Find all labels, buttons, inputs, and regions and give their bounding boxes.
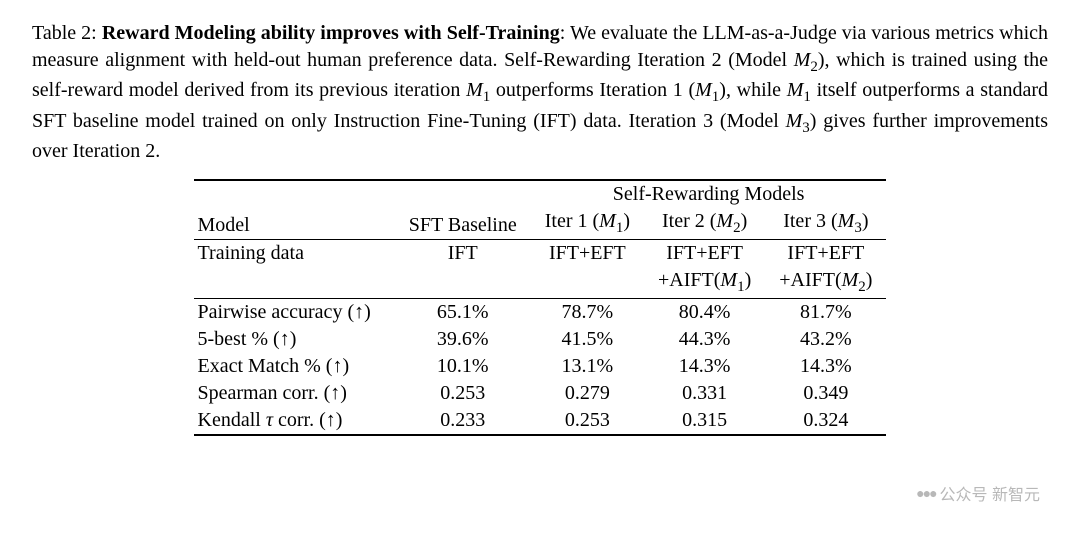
iter2-m: M [716, 210, 733, 232]
training-c3a: IFT+EFT [644, 239, 765, 267]
iter3-m: M [838, 210, 855, 232]
col-model: Model [194, 180, 395, 240]
training-c3b-pre: +AIFT( [658, 269, 720, 291]
row5-c2: 0.253 [531, 407, 644, 435]
row5-label-b: corr. (↑) [273, 409, 342, 431]
row4-c2: 0.279 [531, 380, 644, 407]
watermark-icon: ●●● [916, 485, 935, 501]
row5-tau: τ [266, 409, 273, 431]
training-c3b-s: 1 [737, 279, 745, 295]
row2-label: 5-best % (↑) [194, 326, 395, 353]
iter1-prefix: Iter 1 ( [545, 210, 599, 232]
model-m2: M [794, 49, 811, 71]
training-c4b-s: 2 [858, 279, 866, 295]
iter3-prefix: Iter 3 ( [783, 210, 837, 232]
col-sft: SFT Baseline [395, 180, 531, 240]
col-iter1: Iter 1 (M1) [531, 208, 644, 240]
row4-c3: 0.331 [644, 380, 765, 407]
training-c4b-m: M [842, 269, 859, 291]
row1-c4: 81.7% [765, 298, 886, 326]
row1-label: Pairwise accuracy (↑) [194, 298, 395, 326]
model-m1c-sub: 1 [803, 89, 811, 105]
iter1-suffix: ) [623, 210, 630, 232]
row5-label-a: Kendall [198, 409, 266, 431]
model-m1c: M [787, 79, 804, 101]
row5-c1: 0.233 [395, 407, 531, 435]
row4-c1: 0.253 [395, 380, 531, 407]
row2-c1: 39.6% [395, 326, 531, 353]
training-c4a: IFT+EFT [765, 239, 886, 267]
col-iter2: Iter 2 (M2) [644, 208, 765, 240]
table-caption: Table 2: Reward Modeling ability improve… [32, 20, 1048, 165]
col-group: Self-Rewarding Models [531, 180, 887, 208]
training-c4b-pre: +AIFT( [779, 269, 841, 291]
iter2-suffix: ) [741, 210, 748, 232]
row3-c2: 13.1% [531, 353, 644, 380]
row2-c3: 44.3% [644, 326, 765, 353]
col-iter3: Iter 3 (M3) [765, 208, 886, 240]
row5-label: Kendall τ corr. (↑) [194, 407, 395, 435]
watermark-text: 公众号 新智元 [940, 481, 1040, 505]
training-c3b: +AIFT(M1) [644, 267, 765, 299]
row3-c3: 14.3% [644, 353, 765, 380]
row3-c1: 10.1% [395, 353, 531, 380]
training-c3b-post: ) [745, 269, 752, 291]
training-c1: IFT [395, 239, 531, 298]
training-c4b: +AIFT(M2) [765, 267, 886, 299]
iter3-sub: 3 [854, 220, 862, 236]
row3-label: Exact Match % (↑) [194, 353, 395, 380]
caption-text-3: outperforms Iteration 1 ( [490, 79, 695, 101]
caption-text-4: ), while [719, 79, 786, 101]
row-training-label: Training data [194, 239, 395, 298]
results-table: Model SFT Baseline Self-Rewarding Models… [194, 179, 887, 436]
row4-c4: 0.349 [765, 380, 886, 407]
model-m1a: M [466, 79, 483, 101]
row1-c2: 78.7% [531, 298, 644, 326]
row4-label: Spearman corr. (↑) [194, 380, 395, 407]
iter1-m: M [599, 210, 616, 232]
model-m3: M [786, 110, 803, 132]
row5-c3: 0.315 [644, 407, 765, 435]
model-m3-sub: 3 [802, 120, 810, 136]
watermark: ●●● 公众号 新智元 [916, 481, 1040, 505]
model-m2-sub: 2 [810, 59, 818, 75]
row5-c4: 0.324 [765, 407, 886, 435]
training-c3b-m: M [720, 269, 737, 291]
table-label: Table 2: [32, 22, 97, 44]
row1-c3: 80.4% [644, 298, 765, 326]
iter3-suffix: ) [862, 210, 869, 232]
training-c4b-post: ) [866, 269, 873, 291]
iter2-sub: 2 [733, 220, 741, 236]
training-c2: IFT+EFT [531, 239, 644, 298]
row3-c4: 14.3% [765, 353, 886, 380]
model-m1b: M [695, 79, 712, 101]
caption-bold-title: Reward Modeling ability improves with Se… [102, 22, 560, 44]
iter2-prefix: Iter 2 ( [662, 210, 716, 232]
row2-c2: 41.5% [531, 326, 644, 353]
row1-c1: 65.1% [395, 298, 531, 326]
row2-c4: 43.2% [765, 326, 886, 353]
